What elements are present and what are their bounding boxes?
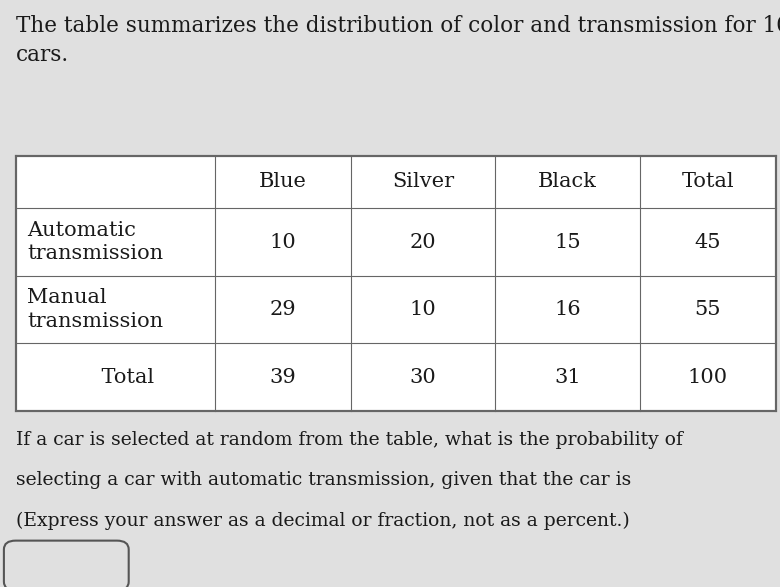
Text: Total: Total xyxy=(76,367,154,387)
Text: cars.: cars. xyxy=(16,44,69,66)
Text: If a car is selected at random from the table, what is the probability of: If a car is selected at random from the … xyxy=(16,431,682,450)
Text: 45: 45 xyxy=(695,232,721,252)
Text: 39: 39 xyxy=(269,367,296,387)
Text: 55: 55 xyxy=(695,300,721,319)
Text: Blue: Blue xyxy=(259,173,307,191)
Text: 15: 15 xyxy=(554,232,581,252)
Text: (Express your answer as a decimal or fraction, not as a percent.): (Express your answer as a decimal or fra… xyxy=(16,511,629,529)
Text: The table summarizes the distribution of color and transmission for 100: The table summarizes the distribution of… xyxy=(16,15,780,36)
Text: 20: 20 xyxy=(410,232,437,252)
Text: Black: Black xyxy=(538,173,597,191)
Text: Manual
transmission: Manual transmission xyxy=(27,288,164,331)
Text: 10: 10 xyxy=(269,232,296,252)
Text: selecting a car with automatic transmission, given that the car is: selecting a car with automatic transmiss… xyxy=(16,471,636,490)
FancyBboxPatch shape xyxy=(4,541,129,587)
Text: 100: 100 xyxy=(688,367,728,387)
Text: Total: Total xyxy=(682,173,734,191)
Text: 10: 10 xyxy=(410,300,437,319)
Text: Silver: Silver xyxy=(392,173,454,191)
Text: 29: 29 xyxy=(269,300,296,319)
Text: Automatic
transmission: Automatic transmission xyxy=(27,221,164,264)
Text: 31: 31 xyxy=(554,367,581,387)
Text: 16: 16 xyxy=(554,300,581,319)
Bar xyxy=(16,156,776,411)
Text: 30: 30 xyxy=(410,367,437,387)
